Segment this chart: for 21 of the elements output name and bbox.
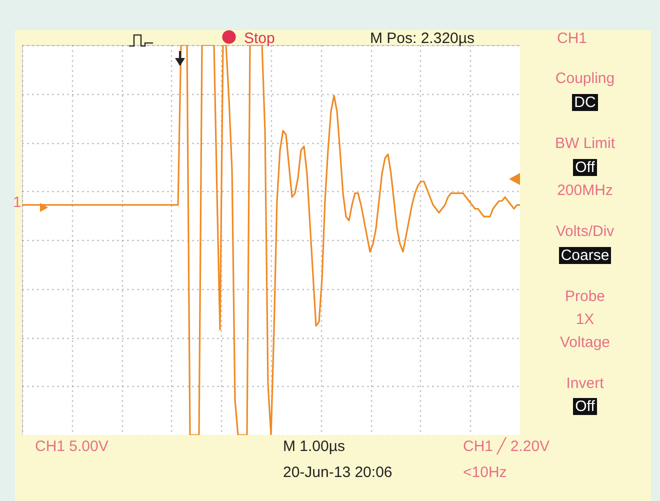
text: BW Limit xyxy=(554,135,616,153)
text: Volts/Div xyxy=(554,223,616,241)
text: <10Hz xyxy=(463,464,507,482)
text: Voltage xyxy=(558,334,612,352)
text: CH1 xyxy=(557,30,588,48)
text: CH1 5.00V xyxy=(35,438,108,456)
text: CH1 ╱ 2.20V xyxy=(463,438,550,456)
text: 1 xyxy=(13,194,22,212)
text: DC xyxy=(572,94,598,111)
text: 200MHz xyxy=(556,182,614,200)
text: 20-Jun-13 20:06 xyxy=(283,464,392,482)
annotation: Stop xyxy=(244,30,275,48)
text: Off xyxy=(573,159,597,176)
text: Probe xyxy=(564,288,606,306)
text: 1X xyxy=(574,311,596,329)
annotation: M Pos: 2.320µs xyxy=(370,30,475,48)
text: M 1.00µs xyxy=(283,438,345,456)
text: Off xyxy=(573,398,597,415)
text: Invert xyxy=(565,375,605,393)
text: Coarse xyxy=(558,247,612,264)
text: Coupling xyxy=(554,70,616,88)
